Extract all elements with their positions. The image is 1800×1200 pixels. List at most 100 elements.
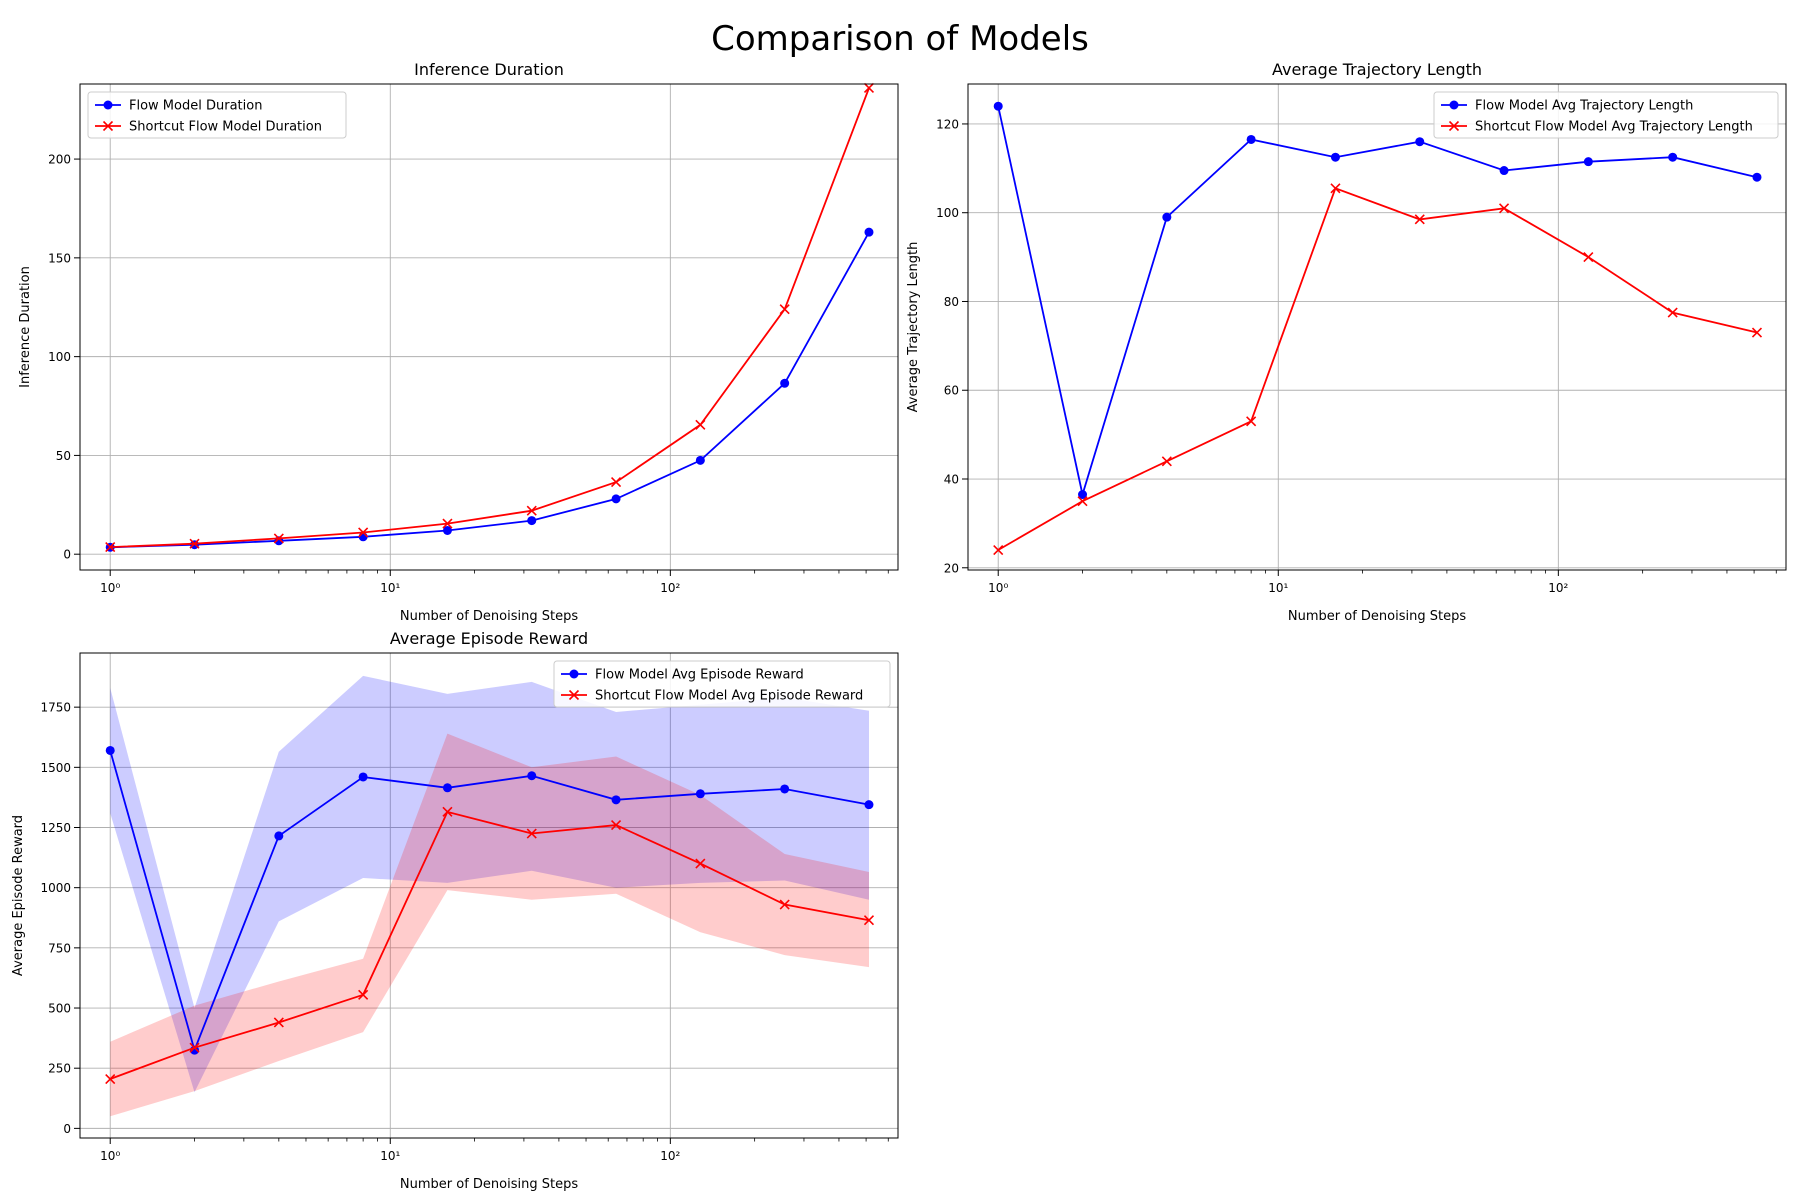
data-point-flow	[864, 800, 874, 810]
legend: Flow Model Duration Shortcut Flow Model D…	[87, 91, 347, 139]
data-point-flow	[1415, 137, 1425, 147]
data-point-flow	[1330, 152, 1340, 162]
data-point-shortcut	[189, 538, 200, 549]
y-tick-label: 1000	[40, 881, 71, 895]
figure-title: Comparison of Models	[711, 19, 1089, 59]
data-point-shortcut	[1751, 327, 1763, 338]
data-point-flow	[1499, 166, 1509, 176]
chart-title: Average Trajectory Length	[1272, 60, 1482, 79]
data-point-shortcut	[526, 505, 537, 516]
data-point-shortcut	[1077, 496, 1088, 507]
y-tick-label: 500	[48, 1002, 71, 1016]
y-axis-label: Inference Duration	[18, 266, 33, 388]
y-tick-label: 120	[936, 117, 959, 131]
data-point-shortcut	[1667, 307, 1678, 318]
data-point-flow	[993, 101, 1003, 111]
data-point-shortcut	[610, 820, 622, 831]
y-tick-label: 0	[63, 548, 71, 562]
legend: Flow Model Avg Episode Reward Shortcut Fl…	[553, 660, 891, 708]
legend-label-flow: Flow Model Avg Episode Reward	[595, 668, 804, 683]
legend-marker-flow	[569, 669, 579, 679]
series-line-flow	[110, 231, 870, 549]
data-point-shortcut	[695, 858, 706, 869]
data-point-flow	[695, 789, 705, 799]
data-point-flow	[1246, 134, 1256, 144]
data-point-flow	[358, 532, 368, 542]
data-point-flow	[695, 455, 705, 465]
y-tick-label: 50	[56, 449, 71, 463]
x-axis-label: Number of Denoising Steps	[400, 1177, 578, 1192]
confidence-band-flow	[110, 675, 869, 1093]
legend-label-shortcut: Shortcut Flow Model Avg Trajectory Lengt…	[1475, 120, 1753, 135]
data-point-flow	[442, 783, 452, 793]
y-tick-label: 100	[936, 206, 959, 220]
data-point-shortcut	[1246, 416, 1257, 427]
data-point-shortcut	[105, 542, 116, 553]
data-point-flow	[1668, 152, 1678, 162]
data-point-shortcut	[273, 1017, 284, 1028]
legend-marker-shortcut	[102, 120, 114, 132]
y-axis-label: Average Episode Reward	[11, 815, 26, 976]
data-point-flow	[442, 525, 452, 535]
y-tick-label: 100	[48, 350, 71, 364]
x-tick-label: 10⁰	[988, 581, 1008, 595]
x-tick-label: 10¹	[1268, 581, 1288, 595]
data-point-flow	[274, 831, 284, 841]
legend-label-shortcut: Shortcut Flow Model Avg Episode Reward	[595, 689, 863, 704]
x-tick-label: 10¹	[380, 1149, 400, 1163]
data-point-shortcut	[189, 1042, 200, 1053]
data-point-shortcut	[779, 899, 790, 910]
y-tick-label: 40	[944, 473, 959, 487]
inference-duration-chart: 10⁰ 10¹ 10² 0 50 100 150 200 Inference Duration N…	[18, 60, 899, 624]
data-point-shortcut	[779, 304, 790, 315]
y-tick-label: 1750	[40, 701, 71, 715]
y-tick-label: 150	[48, 251, 71, 265]
legend-marker-flow	[1449, 100, 1459, 110]
legend-marker-flow	[103, 100, 113, 110]
y-tick-label: 0	[63, 1122, 71, 1136]
data-point-flow	[1162, 212, 1172, 222]
y-axis-label: Average Trajectory Length	[906, 242, 921, 413]
data-point-flow	[1583, 157, 1593, 167]
series-line-shortcut	[109, 810, 870, 1080]
x-tick-label: 10²	[660, 1149, 680, 1163]
x-tick-label: 10²	[660, 581, 680, 595]
y-tick-label: 750	[48, 941, 71, 955]
data-point-shortcut	[442, 806, 453, 817]
x-tick-label: 10⁰	[100, 1149, 120, 1163]
data-point-shortcut	[105, 1073, 116, 1085]
data-point-shortcut	[273, 533, 284, 544]
data-point-shortcut	[695, 419, 706, 430]
data-point-shortcut	[1161, 456, 1172, 467]
y-tick-label: 1500	[40, 761, 71, 775]
data-point-shortcut	[1498, 203, 1510, 214]
data-point-flow	[527, 516, 537, 526]
axes-frame	[79, 652, 899, 1139]
legend-label-shortcut: Shortcut Flow Model Duration	[129, 120, 322, 135]
episode-reward-chart: 10⁰ 10¹ 10² 0 250 500 750 1000 1250 1500 1750 Avera…	[11, 629, 899, 1192]
data-point-shortcut	[610, 477, 622, 488]
data-point-flow	[611, 795, 621, 805]
data-point-flow	[358, 772, 368, 782]
y-tick-label: 1250	[40, 821, 71, 835]
chart-title: Inference Duration	[414, 60, 564, 79]
data-point-flow	[1078, 490, 1088, 500]
data-point-flow	[780, 784, 790, 794]
confidence-band-shortcut	[110, 733, 869, 1117]
data-point-flow	[611, 494, 621, 504]
y-tick-label: 80	[944, 295, 959, 309]
data-point-shortcut	[1330, 183, 1341, 194]
data-point-shortcut	[358, 989, 369, 1000]
legend-label-flow: Flow Model Avg Trajectory Length	[1475, 99, 1693, 114]
series-line-shortcut	[110, 87, 870, 548]
y-tick-label: 20	[944, 561, 959, 575]
trajectory-length-chart: 10⁰ 10¹ 10² 20 40 60 80 100 120 Average Trajector…	[906, 60, 1787, 624]
legend: Flow Model Avg Trajectory Length Shortcut…	[1433, 91, 1779, 139]
data-point-flow	[1752, 172, 1762, 182]
data-point-shortcut	[1414, 214, 1425, 225]
data-point-flow	[105, 745, 115, 755]
data-point-flow	[527, 771, 537, 781]
legend-box	[1433, 91, 1779, 139]
data-point-shortcut	[863, 915, 875, 926]
